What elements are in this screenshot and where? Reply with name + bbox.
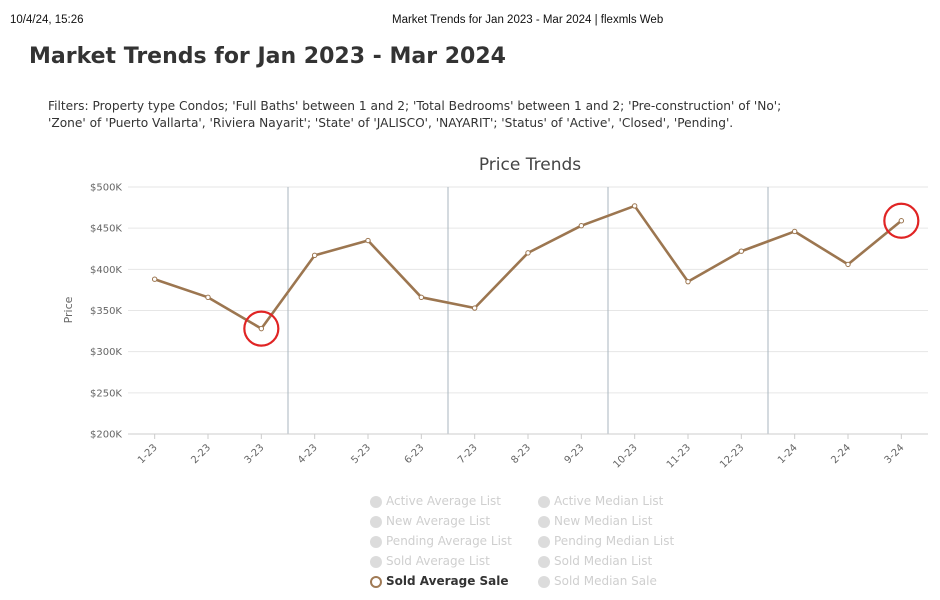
grid-lines [128,186,928,435]
highlight-circle [243,310,280,347]
legend-marker-icon [538,576,550,588]
filters-line-2: 'Zone' of 'Puerto Vallarta', 'Riviera Na… [48,116,734,130]
series-sold-average-sale [151,203,905,332]
legend-label: Active Median List [554,494,664,508]
legend-label: Pending Average List [386,534,512,548]
data-point [258,325,265,332]
y-axis-ticks: $200K $250K $300K $350K $400K $450K $500K [90,183,122,441]
legend-marker-icon [538,536,550,548]
legend-item[interactable]: Pending Average List [370,534,512,554]
filters-description: Filters: Property type Condos; 'Full Bat… [48,98,928,132]
y-axis-title: Price [62,296,75,323]
x-tick-label: 3-24 [883,442,907,466]
legend-label: Pending Median List [554,534,675,548]
data-point [685,278,691,285]
y-tick-label: $500K [90,183,122,194]
x-tick-label: 1-24 [776,442,800,466]
page-title: Market Trends for Jan 2023 - Mar 2024 [29,44,506,69]
data-point [525,250,531,256]
x-tick-label: 9-23 [563,442,587,466]
legend-marker-icon [538,556,550,568]
legend-label: New Average List [386,514,491,528]
legend-item[interactable]: Sold Median List [538,554,652,574]
data-point [365,237,371,244]
legend-marker-icon [370,536,382,548]
legend-label: New Median List [554,514,653,528]
x-tick-label: 2-23 [189,442,213,466]
legend-label: Sold Average Sale [386,574,509,588]
legend-marker-icon [538,516,550,528]
legend-item[interactable]: Active Average List [370,494,501,514]
legend-marker-icon [538,496,550,508]
data-point [578,222,585,229]
y-tick-label: $400K [90,265,122,276]
x-tick-label: 2-24 [829,442,853,466]
data-point [471,305,478,311]
data-point [311,252,318,259]
chart-legend: Active Average List New Average List Pendi… [370,494,730,594]
highlight-annotations [243,202,920,347]
print-datetime: 10/4/24, 15:26 [10,14,84,26]
print-header: 10/4/24, 15:26 Market Trends for Jan 202… [0,14,940,30]
data-point [631,203,638,209]
legend-label: Sold Average List [386,554,490,568]
legend-item[interactable]: Pending Median List [538,534,674,554]
data-point [898,218,905,224]
y-tick-label: $200K [90,430,122,441]
legend-marker-icon [370,496,382,508]
legend-label: Sold Median Sale [554,574,657,588]
x-tick-label: 4-23 [296,442,320,466]
legend-marker-icon [370,556,382,568]
legend-item[interactable]: Sold Average Sale [370,574,509,594]
legend-label: Active Average List [386,494,502,508]
filters-line-1: Filters: Property type Condos; 'Full Bat… [48,99,782,113]
x-tick-label: 12-23 [718,442,746,470]
x-tick-label: 5-23 [349,442,373,466]
legend-item[interactable]: New Median List [538,514,652,534]
data-point [151,276,158,282]
x-tick-label: 11-23 [665,442,693,470]
chart-title: Price Trends [479,155,581,175]
legend-item[interactable]: Sold Median Sale [538,574,657,594]
x-tick-label: 6-23 [403,442,427,466]
y-tick-label: $350K [90,306,122,317]
print-tab-title: Market Trends for Jan 2023 - Mar 2024 | … [392,14,664,26]
legend-marker-icon [370,516,382,528]
y-tick-label: $300K [90,347,122,358]
legend-label: Sold Median List [554,554,653,568]
data-point [205,294,211,301]
x-axis-ticks: 1-23 2-23 3-23 4-23 5-23 6-23 7-23 8-23 9-23 10-2… [136,434,906,471]
legend-marker-icon [370,576,382,588]
data-point [791,228,798,235]
data-point [845,261,851,268]
x-tick-label: 8-23 [509,442,533,466]
x-tick-label: 7-23 [456,442,480,466]
y-tick-label: $450K [90,224,122,235]
data-point [738,248,745,254]
legend-item[interactable]: Active Median List [538,494,663,514]
x-tick-label: 10-23 [611,442,639,470]
highlight-circle [883,202,920,239]
legend-item[interactable]: Sold Average List [370,554,490,574]
x-tick-label: 1-23 [136,442,160,466]
legend-item[interactable]: New Average List [370,514,490,534]
y-tick-label: $250K [90,388,122,399]
x-tick-label: 3-23 [243,442,267,466]
data-point [418,294,425,301]
